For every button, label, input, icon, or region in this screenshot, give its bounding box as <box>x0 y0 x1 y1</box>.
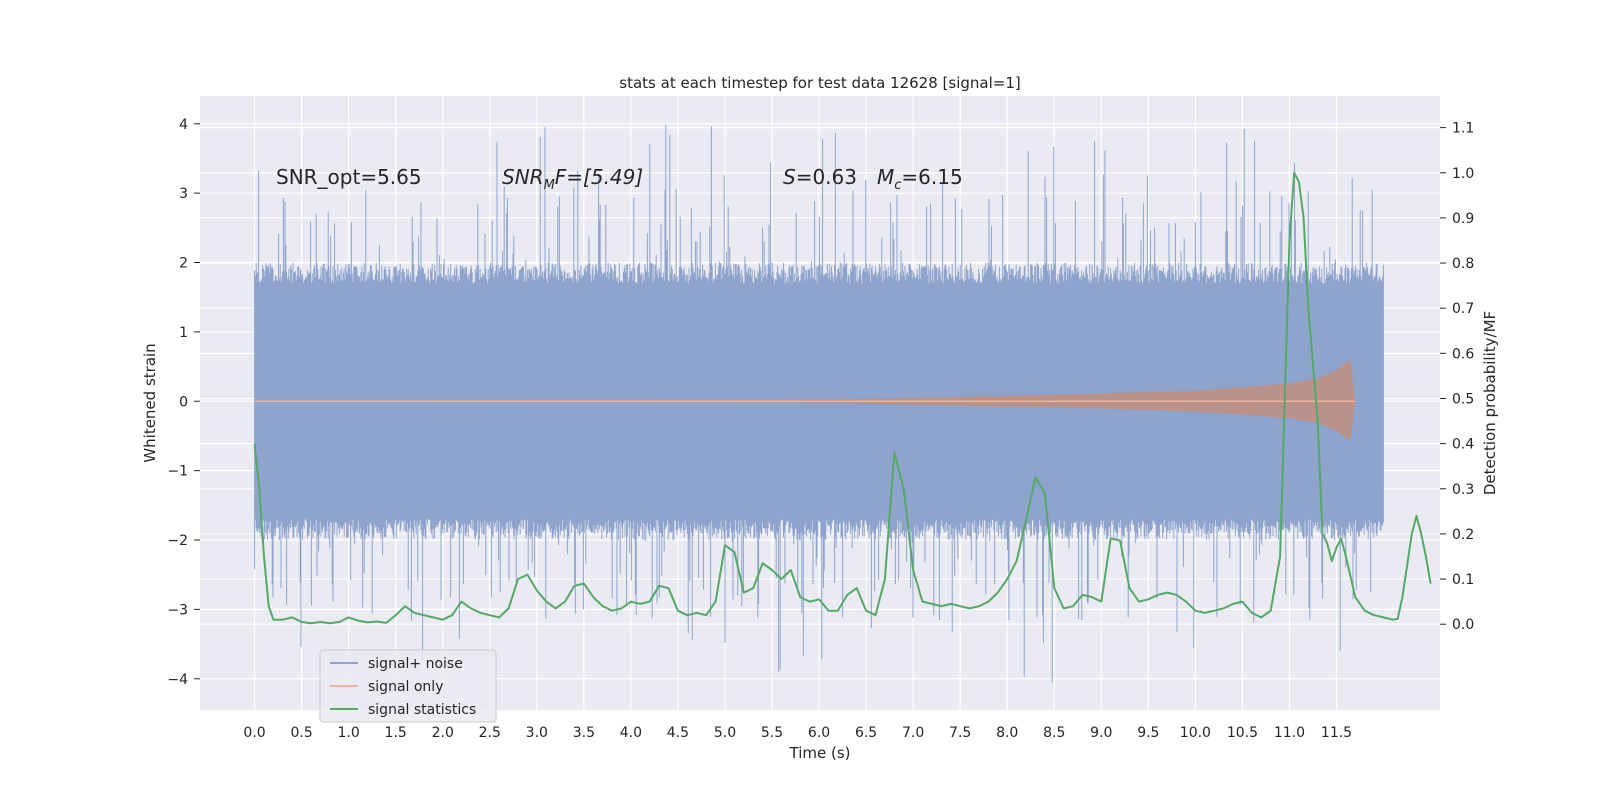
x-tick-label: 11.0 <box>1274 725 1305 741</box>
x-tick-label: 3.5 <box>573 725 595 741</box>
annotation-snr-opt: SNR_opt=5.65 <box>276 165 422 189</box>
x-tick-label: 8.0 <box>996 725 1018 741</box>
y2-tick-label: 0.4 <box>1452 437 1474 453</box>
y2-tick-label: 0.7 <box>1452 301 1474 317</box>
x-tick-label: 1.5 <box>385 725 407 741</box>
y2-tick-label: 0.6 <box>1452 346 1474 362</box>
y-tick-label: 3 <box>179 186 188 202</box>
x-tick-label: 6.5 <box>855 725 877 741</box>
legend-label-signal-noise: signal+ noise <box>368 656 463 672</box>
x-tick-label: 5.5 <box>761 725 783 741</box>
y2-tick-label: 1.0 <box>1452 166 1474 182</box>
x-tick-label: 0.0 <box>243 725 265 741</box>
signal-statistics-series <box>253 171 1432 625</box>
x-tick-label: 10.0 <box>1180 725 1211 741</box>
y2-axis-ticks: 1.1 1.0 0.9 0.8 0.7 0.6 0.5 0.4 0.3 0.2 0.1 0.0 <box>1440 121 1474 633</box>
y2-axis-title: Detection probability/MF <box>1481 311 1499 495</box>
y2-tick-label: 0.5 <box>1452 391 1474 407</box>
y-tick-label: −1 <box>167 464 188 480</box>
x-tick-label: 9.0 <box>1090 725 1112 741</box>
x-tick-label: 7.0 <box>902 725 924 741</box>
y-tick-label: −3 <box>167 602 188 618</box>
annotation-mc: Mc=6.15 <box>877 165 963 193</box>
y-axis-ticks: 4 3 2 1 0 −1 −2 −3 −4 <box>167 117 200 688</box>
x-tick-label: 1.0 <box>338 725 360 741</box>
y-axis-title: Whitened strain <box>141 343 159 462</box>
x-tick-label: 4.0 <box>620 725 642 741</box>
y-tick-label: 1 <box>179 325 188 341</box>
y2-tick-label: 0.0 <box>1452 617 1474 633</box>
y2-tick-label: 0.9 <box>1452 211 1474 227</box>
annotation-snr-mf: SNRMF=[5.49] <box>502 165 643 193</box>
x-tick-label: 10.5 <box>1227 725 1258 741</box>
y-tick-label: 2 <box>179 256 188 272</box>
legend-label-signal-statistics: signal statistics <box>368 702 476 718</box>
y2-tick-label: 0.8 <box>1452 256 1474 272</box>
signal-only-series <box>254 359 1356 441</box>
chart-title: stats at each timestep for test data 126… <box>619 74 1020 92</box>
x-tick-label: 2.0 <box>432 725 454 741</box>
x-tick-label: 0.5 <box>290 725 312 741</box>
x-axis-ticks: 0.0 0.5 1.0 1.5 2.0 2.5 3.0 3.5 4.0 4.5 5.0 5.5 6.0 6… <box>243 725 1352 741</box>
y-tick-label: −4 <box>167 672 188 688</box>
y2-tick-label: 0.1 <box>1452 572 1474 588</box>
x-tick-label: 2.5 <box>479 725 501 741</box>
annotation-s: S=0.63 <box>783 165 857 189</box>
signal-statistics-line <box>253 171 1432 625</box>
x-axis-title: Time (s) <box>789 744 851 762</box>
y-tick-label: 0 <box>179 394 188 410</box>
x-tick-label: 9.5 <box>1137 725 1159 741</box>
legend-label-signal-only: signal only <box>368 679 443 695</box>
x-tick-label: 4.5 <box>667 725 689 741</box>
y-tick-label: −2 <box>167 533 188 549</box>
legend: signal+ noise signal only signal statist… <box>319 649 497 723</box>
x-tick-label: 7.5 <box>949 725 971 741</box>
legend-box <box>319 649 497 723</box>
signal-only-envelope <box>254 359 1356 441</box>
x-tick-label: 3.0 <box>526 725 548 741</box>
y-tick-label: 4 <box>179 117 188 133</box>
x-tick-label: 11.5 <box>1321 725 1352 741</box>
y2-tick-label: 0.3 <box>1452 482 1474 498</box>
y2-tick-label: 1.1 <box>1452 121 1474 137</box>
x-tick-label: 8.5 <box>1043 725 1065 741</box>
y2-tick-label: 0.2 <box>1452 527 1474 543</box>
x-tick-label: 5.0 <box>714 725 736 741</box>
x-tick-label: 6.0 <box>808 725 830 741</box>
